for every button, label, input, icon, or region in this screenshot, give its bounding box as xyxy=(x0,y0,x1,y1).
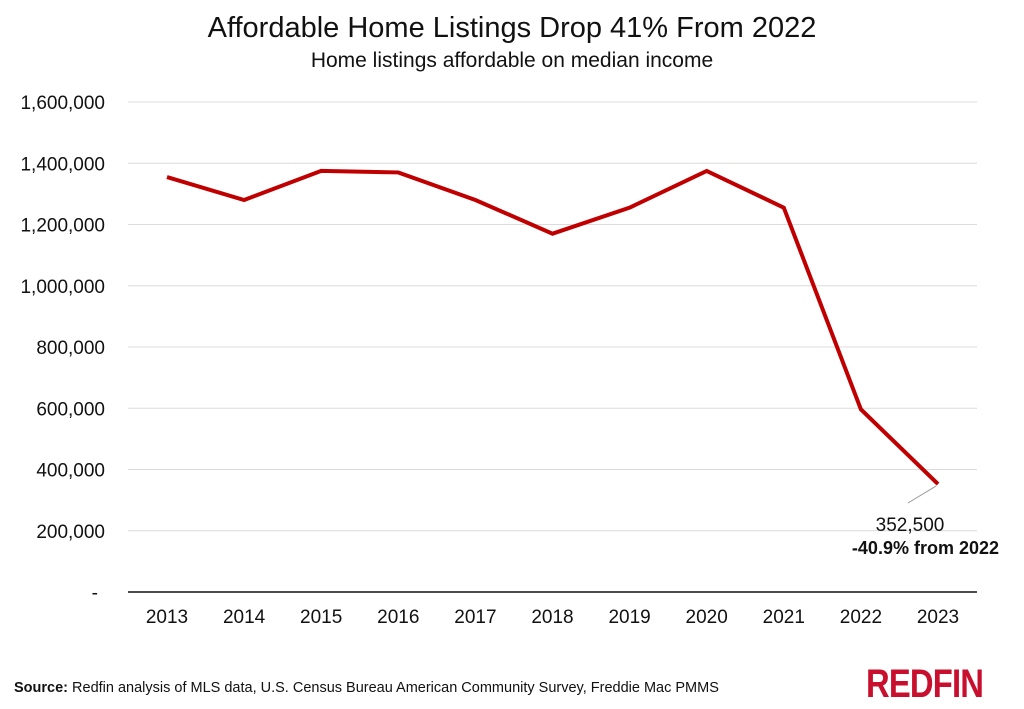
y-tick-label: 1,200,000 xyxy=(20,216,105,237)
source-note: Source: Redfin analysis of MLS data, U.S… xyxy=(14,680,719,696)
y-tick-label: 800,000 xyxy=(36,338,105,359)
x-tick-label: 2018 xyxy=(531,607,573,628)
chart-title: Affordable Home Listings Drop 41% From 2… xyxy=(207,12,817,44)
x-tick-label: 2014 xyxy=(223,607,266,628)
y-tick-label: 400,000 xyxy=(36,461,105,482)
x-tick-label: 2023 xyxy=(917,607,959,628)
y-tick-label: 1,600,000 xyxy=(20,93,105,114)
x-tick-label: 2019 xyxy=(608,607,650,628)
annotation-change: -40.9% from 2022 xyxy=(852,538,999,558)
chart-subtitle: Home listings affordable on median incom… xyxy=(310,49,714,72)
redfin-logo: REDFIN xyxy=(866,662,984,706)
annotation-value: 352,500 xyxy=(876,515,945,536)
y-tick-label: 1,400,000 xyxy=(20,154,105,175)
y-tick-label: 200,000 xyxy=(36,522,105,543)
x-tick-label: 2021 xyxy=(763,607,805,628)
annotation-leader xyxy=(907,485,937,504)
source-text: Redfin analysis of MLS data, U.S. Census… xyxy=(68,680,719,696)
x-tick-label: 2020 xyxy=(686,607,728,628)
series-line xyxy=(166,168,940,486)
y-tick-label: 600,000 xyxy=(36,399,105,420)
y-tick-label: - xyxy=(92,583,98,604)
x-tick-label: 2016 xyxy=(377,607,419,628)
x-tick-label: 2022 xyxy=(840,607,882,628)
y-tick-label: 1,000,000 xyxy=(20,277,105,298)
source-label: Source: xyxy=(14,680,68,696)
x-tick-label: 2015 xyxy=(300,607,342,628)
x-tick-label: 2013 xyxy=(146,607,188,628)
x-tick-label: 2017 xyxy=(454,607,496,628)
